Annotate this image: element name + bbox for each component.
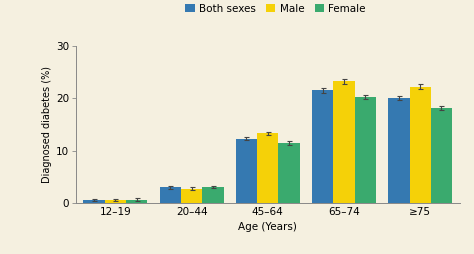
Bar bbox=[202, 187, 224, 203]
Bar bbox=[126, 200, 147, 203]
X-axis label: Age (Years): Age (Years) bbox=[238, 221, 297, 232]
Bar bbox=[355, 97, 376, 203]
Bar bbox=[410, 87, 431, 203]
Bar bbox=[333, 82, 355, 203]
Bar bbox=[83, 200, 105, 203]
Bar bbox=[181, 188, 202, 203]
Bar bbox=[160, 187, 181, 203]
Bar bbox=[236, 139, 257, 203]
Y-axis label: Diagnosed diabetes (%): Diagnosed diabetes (%) bbox=[42, 66, 52, 183]
Bar bbox=[312, 90, 333, 203]
Bar bbox=[105, 200, 126, 203]
Bar bbox=[388, 98, 410, 203]
Bar bbox=[279, 143, 300, 203]
Bar bbox=[257, 133, 278, 203]
Bar bbox=[431, 108, 452, 203]
Legend: Both sexes, Male, Female: Both sexes, Male, Female bbox=[185, 4, 366, 14]
